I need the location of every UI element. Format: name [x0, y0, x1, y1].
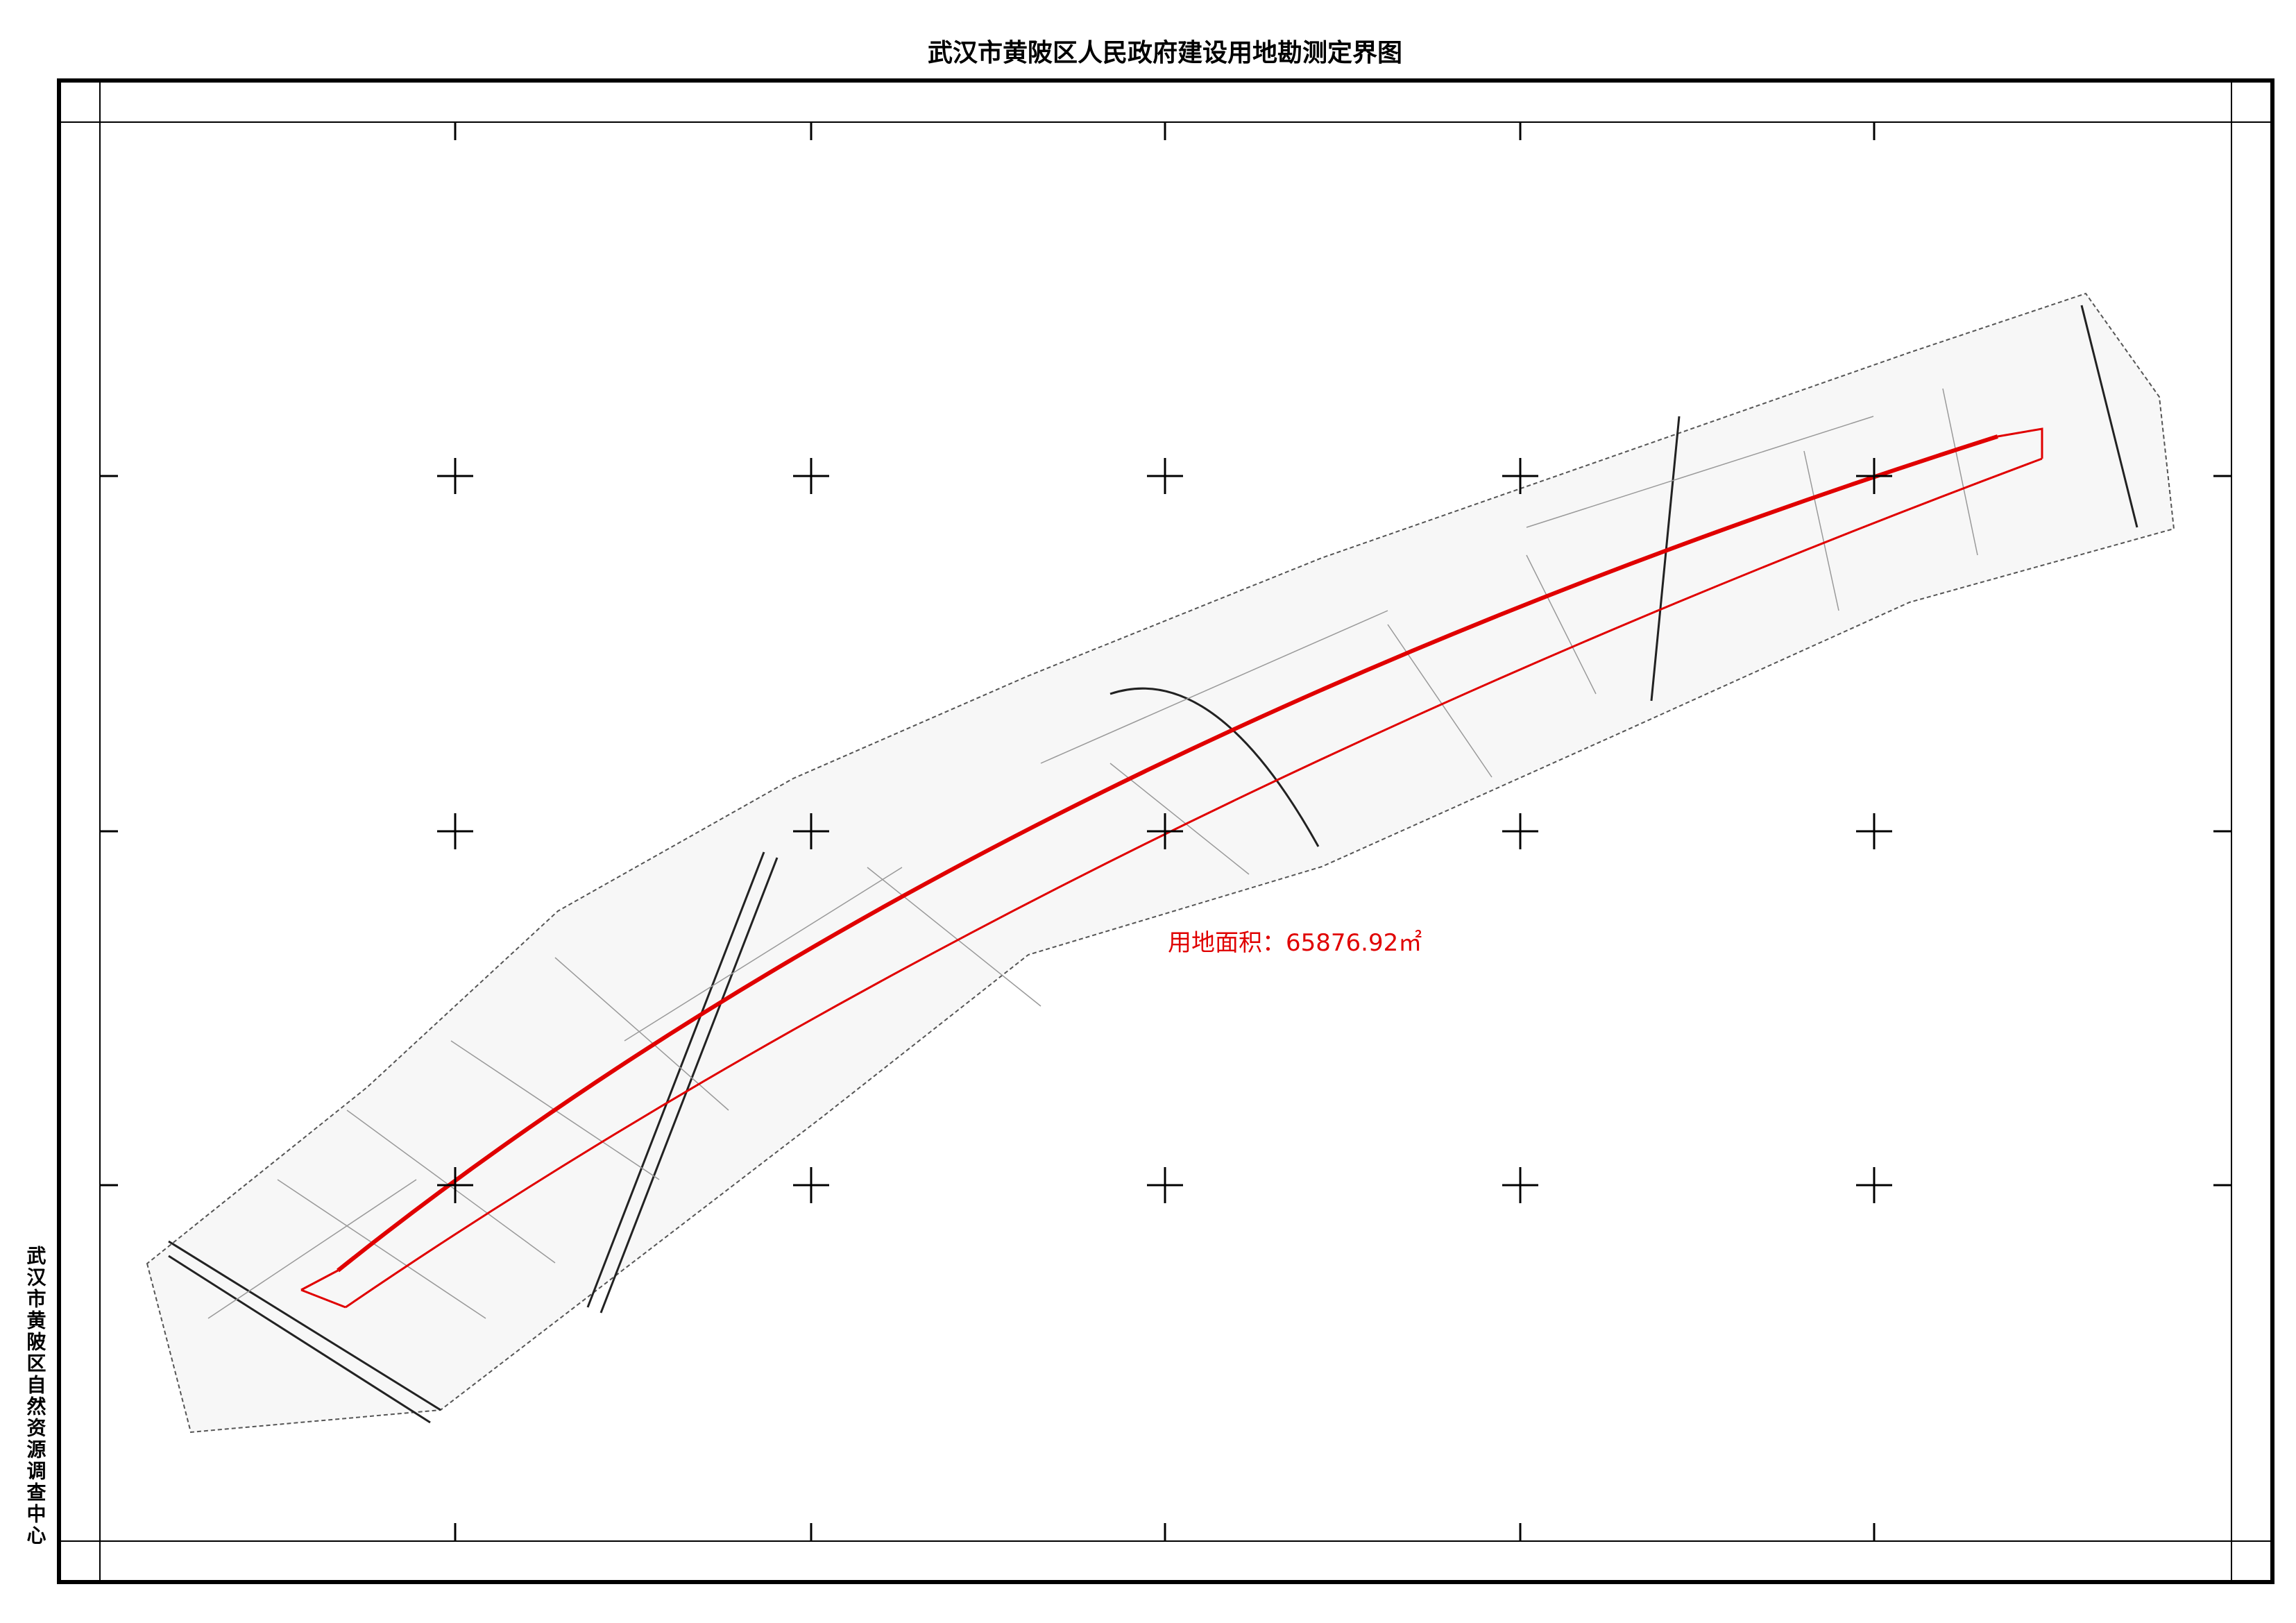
map-title: 武汉市黄陂区人民政府建设用地勘测定界图 — [928, 38, 1402, 67]
road — [1109, 687, 1320, 847]
outer-frame — [57, 78, 2274, 1584]
boundary-line — [337, 434, 1998, 1273]
survey-area — [146, 292, 2175, 1434]
grid-marks — [100, 122, 2231, 1541]
side-label: 武汉市黄陂区自然资源调查中心 — [24, 1246, 47, 1547]
boundary-line — [345, 457, 2043, 1309]
road — [586, 851, 765, 1308]
boundary-line — [300, 427, 2043, 1309]
roads — [168, 305, 2138, 1424]
road — [599, 857, 779, 1314]
road — [168, 1255, 431, 1424]
road — [2080, 305, 2138, 528]
boundary — [300, 427, 2043, 1309]
road — [168, 1240, 441, 1411]
road — [1650, 416, 1681, 702]
area-annotation: 用地面积：65876.92㎡ — [1168, 929, 1422, 957]
